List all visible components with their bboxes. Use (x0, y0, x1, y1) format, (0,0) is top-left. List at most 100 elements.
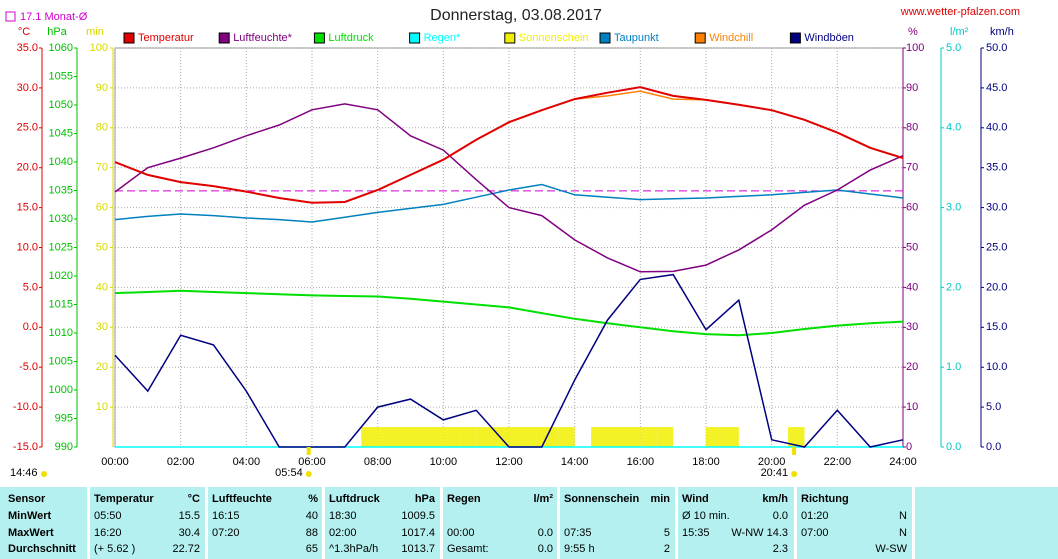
y-tick-label: 10 (96, 401, 108, 413)
sunshine-bar (426, 427, 444, 447)
table-cell: 07:00 (801, 527, 829, 539)
table-cell: hPa (414, 493, 435, 505)
y-tick-label: 25.0 (17, 122, 38, 134)
y-tick-label: 1040 (49, 156, 73, 168)
legend-swatch (599, 32, 611, 44)
legend-label: Luftdruck (328, 32, 374, 44)
column-gap (87, 487, 90, 559)
table-cell: Luftfeuchte (212, 493, 272, 505)
legend-label: Temperatur (138, 32, 194, 44)
x-tick-label: 22:00 (824, 456, 852, 468)
table-cell: 05:50 (94, 510, 122, 522)
sunshine-bar (525, 427, 542, 447)
sunrise-icon (305, 471, 312, 477)
summary-table: Sensor MinWert MaxWert Durchschnitt Temperat… (0, 487, 1058, 559)
table-cell: 2.3 (772, 543, 788, 555)
x-tick-label: 06:00 (298, 456, 326, 468)
y-tick-label: 60 (96, 202, 108, 214)
table-cell: N (899, 527, 907, 539)
y-tick-label: 50 (96, 241, 108, 253)
monthly-average-label: 17.1 Monat-Ø (20, 11, 88, 23)
y-tick-label: 45.0 (986, 82, 1007, 94)
y-tick-label: 10.0 (17, 241, 38, 253)
table-cell: 0.0 (772, 510, 788, 522)
table-cell: °C (187, 493, 200, 505)
column-gap (322, 487, 325, 559)
table-cell: 2 (663, 543, 670, 555)
y-tick-label: 100 (90, 42, 108, 54)
y-tick-label: 30 (906, 321, 918, 333)
y-tick-label: 4.0 (946, 122, 961, 134)
table-cell: 65 (305, 543, 318, 555)
sunshine-bar (623, 427, 641, 447)
x-tick-label: 24:00 (889, 456, 917, 468)
chart-title: Donnerstag, 03.08.2017 (430, 7, 602, 24)
sunshine-bar (476, 427, 493, 447)
table-cell: MinWert (8, 510, 52, 522)
sunshine-bar (788, 427, 805, 447)
series-line (114, 183, 904, 223)
legend-label: Windchill (709, 32, 753, 44)
y-tick-label: 100 (906, 42, 924, 54)
column-gap (794, 487, 797, 559)
table-cell: (+ 5.62 ) (94, 543, 136, 555)
y-tick-label: 1.0 (946, 361, 961, 373)
table-cell: W-SW (875, 543, 907, 555)
y-tick-label: 1030 (49, 213, 73, 225)
table-cell: 1013.7 (401, 543, 435, 555)
y-tick-label: 30.0 (986, 202, 1007, 214)
table-cell: 07:35 (564, 527, 592, 539)
table-cell: Ø 10 min. (682, 510, 730, 522)
table-cell: 1009.5 (401, 510, 435, 522)
y-tick-label: 20.0 (986, 281, 1007, 293)
y-tick-label: 1025 (49, 241, 73, 253)
table-cell: 15.5 (178, 510, 200, 522)
legend-swatch (694, 32, 706, 44)
y-tick-label: 0.0 (986, 441, 1001, 453)
y-tick-label: 80 (96, 122, 108, 134)
sunshine-bar (640, 427, 657, 447)
sunshine-bar (558, 427, 575, 447)
y-tick-label: 1045 (49, 127, 73, 139)
y-tick-label: 60 (906, 202, 918, 214)
axis-unit: min (86, 26, 104, 38)
legend-swatch (218, 32, 230, 44)
x-tick-label: 20:00 (758, 456, 786, 468)
table-cell: 88 (305, 527, 318, 539)
table-cell: 1017.4 (401, 527, 435, 539)
sunshine-bar (394, 427, 411, 447)
y-tick-label: 10 (906, 401, 918, 413)
y-tick-label: 1055 (49, 70, 73, 82)
sunshine-bar (443, 427, 460, 447)
y-tick-label: 1010 (49, 327, 73, 339)
table-cell: Gesamt: (447, 543, 489, 555)
y-tick-label: 20 (906, 361, 918, 373)
y-tick-label: 5.0 (23, 281, 38, 293)
series-line (114, 273, 904, 448)
y-tick-label: 90 (906, 82, 918, 94)
y-tick-label: 0 (906, 441, 912, 453)
y-tick-label: 1035 (49, 184, 73, 196)
sun-icon (41, 471, 47, 477)
table-cell: l/m² (533, 493, 553, 505)
y-tick-label: 0.0 (23, 321, 38, 333)
y-tick-label: 35.0 (17, 42, 38, 54)
table-cell: Richtung (801, 493, 849, 505)
x-tick-label: 14:00 (561, 456, 589, 468)
x-tick-label: 10:00 (430, 456, 458, 468)
sunshine-bar (656, 427, 674, 447)
sunrise-marker (306, 447, 311, 455)
sunshine-bar (377, 427, 395, 447)
table-cell: 30.4 (178, 527, 200, 539)
x-tick-label: 02:00 (167, 456, 195, 468)
axis-unit: % (908, 26, 918, 38)
series-line (114, 289, 904, 337)
y-tick-label: 70 (96, 162, 108, 174)
table-cell: Regen (447, 493, 481, 505)
table-cell: 22.72 (172, 543, 200, 555)
legend-swatch (409, 32, 421, 44)
y-tick-label: 15.0 (17, 202, 38, 214)
sunshine-bar (509, 427, 526, 447)
sunset-icon (791, 471, 798, 477)
table-cell: Sonnenschein (564, 493, 640, 505)
